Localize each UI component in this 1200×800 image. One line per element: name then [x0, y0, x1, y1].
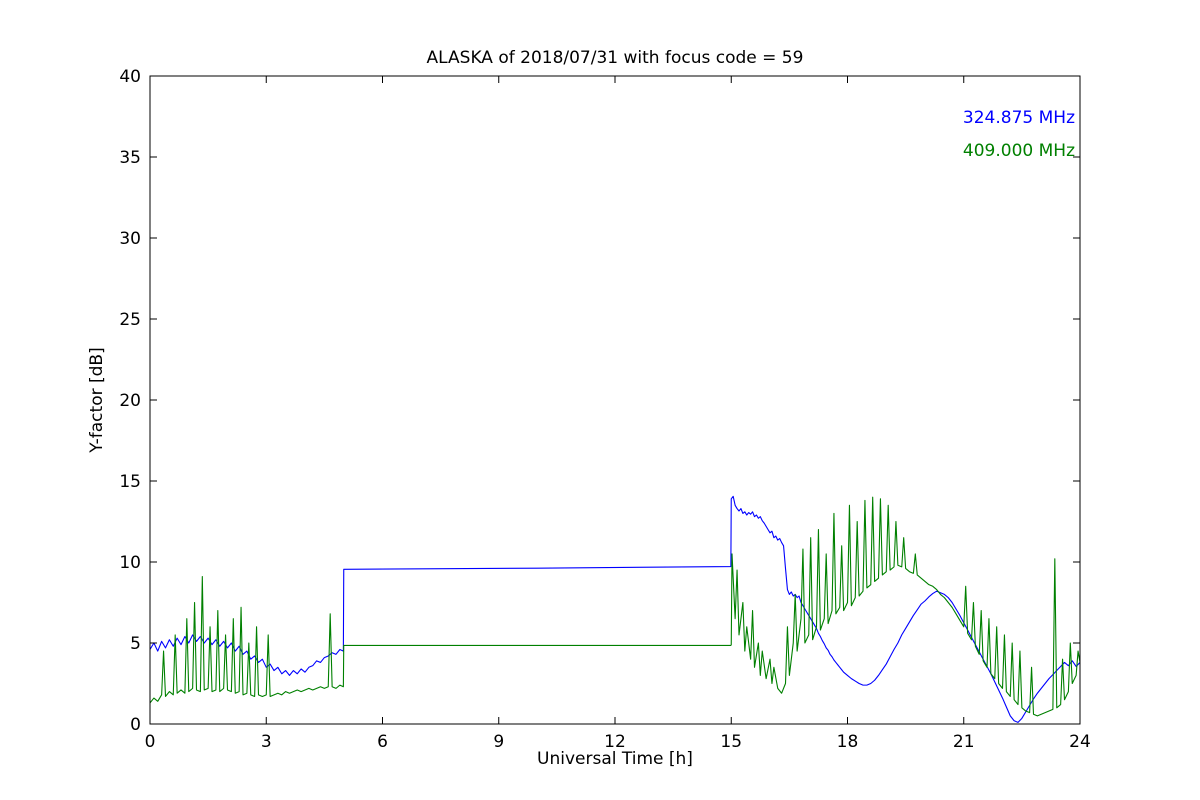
- x-tick-label: 3: [261, 732, 272, 752]
- y-tick-label: 35: [119, 148, 141, 168]
- legend-item-324MHz: 324.875 MHz: [962, 108, 1075, 128]
- y-tick-label: 15: [119, 472, 141, 492]
- chart-title: ALASKA of 2018/07/31 with focus code = 5…: [426, 48, 804, 68]
- y-tick-label: 10: [119, 553, 141, 573]
- x-tick-label: 0: [145, 732, 156, 752]
- x-tick-label: 15: [720, 732, 742, 752]
- axes-frame: [149, 75, 1081, 725]
- x-tick-label: 21: [953, 732, 975, 752]
- x-axis-label: Universal Time [h]: [537, 749, 693, 769]
- x-tick-label: 12: [604, 732, 626, 752]
- legend-item-409MHz: 409.000 MHz: [962, 141, 1075, 161]
- y-tick-label: 5: [130, 634, 141, 654]
- y-tick-label: 30: [119, 229, 141, 249]
- x-tick-label: 24: [1069, 732, 1091, 752]
- legend: 324.875 MHz 409.000 MHz: [963, 102, 1075, 168]
- y-tick-label: 40: [119, 67, 141, 87]
- x-tick-label: 9: [493, 732, 504, 752]
- x-tick-label: 6: [377, 732, 388, 752]
- y-axis-label: Y-factor [dB]: [87, 347, 107, 453]
- series-line-0: [149, 495, 1081, 723]
- series-line-1: [149, 496, 1081, 717]
- y-tick-label: 0: [130, 715, 141, 735]
- y-tick-label: 20: [119, 391, 141, 411]
- y-tick-label: 25: [119, 310, 141, 330]
- x-tick-label: 18: [837, 732, 859, 752]
